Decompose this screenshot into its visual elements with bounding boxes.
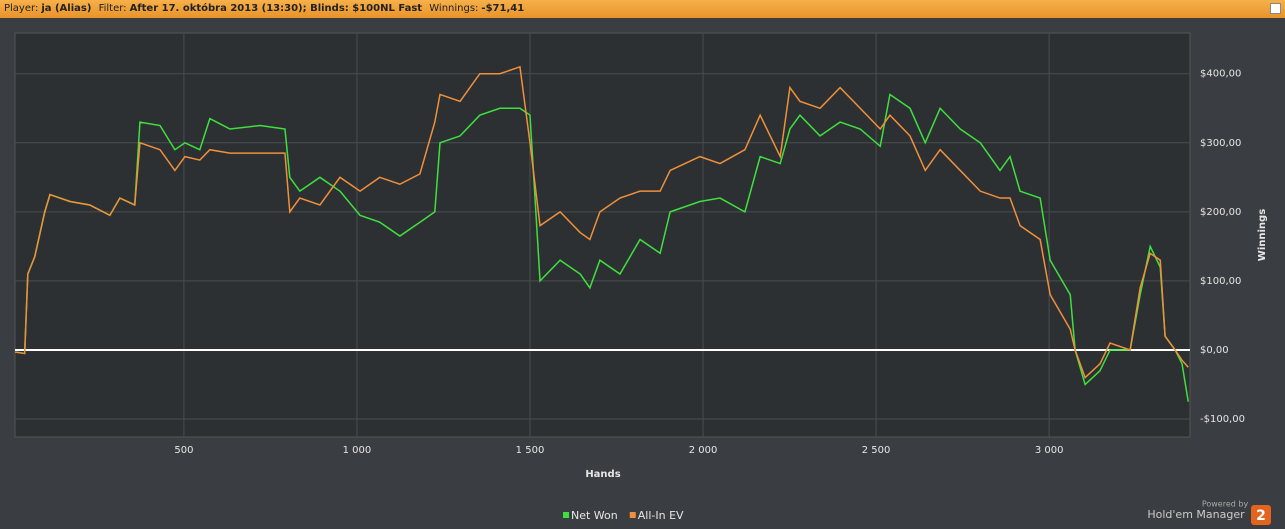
y-tick-label: $400,00 bbox=[1200, 69, 1241, 80]
y-tick-label: $300,00 bbox=[1200, 138, 1241, 149]
y-tick-label: $0,00 bbox=[1200, 345, 1229, 356]
badge bbox=[1251, 505, 1271, 525]
label: Winnings: bbox=[429, 3, 479, 14]
brand: Hold'em Manager bbox=[1147, 508, 1245, 521]
close-button[interactable] bbox=[1270, 3, 1281, 14]
series-line bbox=[14, 93, 1190, 402]
label: Filter: bbox=[98, 3, 127, 14]
x-tick-label: 2 500 bbox=[862, 445, 891, 456]
x-tick-label: 1 000 bbox=[343, 445, 372, 456]
x-tick-label: 1 500 bbox=[516, 445, 545, 456]
powered-by: Powered by bbox=[1202, 500, 1249, 509]
legend-swatch bbox=[629, 512, 636, 518]
legend-swatch bbox=[563, 512, 569, 518]
badge-text: 2 bbox=[1256, 508, 1266, 524]
plot-area bbox=[14, 32, 1191, 438]
x-tick-label: 500 bbox=[174, 445, 193, 456]
y-tick-label: -$100,00 bbox=[1200, 414, 1245, 425]
legend-label: All-In EV bbox=[638, 509, 684, 522]
y-tick-label: $200,00 bbox=[1200, 207, 1241, 218]
y-axis-title: Winnings bbox=[1257, 209, 1268, 261]
label: Player: bbox=[4, 3, 39, 14]
value: After 17. októbra 2013 (13:30); Blinds: … bbox=[129, 3, 423, 14]
x-axis-title: Hands bbox=[585, 469, 620, 480]
value: -$71,41 bbox=[481, 3, 525, 14]
y-tick-label: $100,00 bbox=[1200, 276, 1241, 287]
legend-label: Net Won bbox=[571, 509, 618, 522]
value: ja (Alias) bbox=[41, 3, 92, 14]
filter-bar: Player: ja (Alias) Filter: After 17. októb… bbox=[0, 0, 1285, 18]
series-line bbox=[14, 65, 1189, 379]
x-tick-label: 3 000 bbox=[1035, 445, 1064, 456]
x-tick-label: 2 000 bbox=[689, 445, 718, 456]
